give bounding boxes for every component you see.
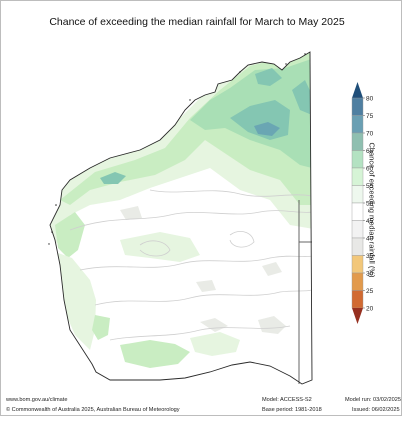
colorbar-segment [351,150,364,169]
colorbar-top-cap [352,82,363,98]
colorbar-segment [351,220,364,239]
colorbar-tick-label: 50 [366,200,374,207]
colorbar-segment [351,115,364,134]
band-45-50-d [262,262,282,276]
colorbar-title: Chance of exceeding median rainfall (%) [367,142,377,278]
colorbar-tick-label: 65 [366,148,374,155]
state-borders [298,200,312,384]
islands [48,53,306,245]
footer-model-run: Model run: 03/02/2025 [345,397,401,403]
colorbar-segment [351,237,364,256]
colorbar-tick-label: 30 [366,270,374,277]
colorbar-tick-label: 75 [366,113,374,120]
colorbar-tick-label: 80 [366,95,374,102]
band-45-50-b [258,316,286,334]
footer-base-period: Base period: 1981-2018 [262,407,322,413]
band-60-65-south [120,340,190,368]
band-60-65-southwest [92,315,110,340]
band-75-80 [254,122,280,136]
colorbar-segment [351,202,364,221]
colorbar-segment [351,185,364,204]
colorbar-segment [351,167,364,186]
band-45-50-e [120,206,142,220]
colorbar-segment [351,255,364,274]
colorbar-bottom-cap [352,308,363,324]
map-title: Chance of exceeding the median rainfall … [49,16,345,28]
band-45-50-a [200,318,228,332]
colorbar-tick-label: 60 [366,165,374,172]
footer-url: www.bom.gov.au/climate [6,397,68,403]
colorbar-segment [351,97,364,116]
band-70-75-west [100,172,126,184]
band-70-75-b [255,68,282,86]
footer-model: Model: ACCESS-S2 [262,397,312,403]
colorbar-tick-label: 70 [366,130,374,137]
colorbar-tick-label: 55 [366,183,374,190]
colorbar-tick-label: 40 [366,235,374,242]
footer-issued: Issued: 06/02/2025 [352,407,400,413]
footer-copyright: © Commonwealth of Australia 2025, Austra… [6,407,180,413]
colorbar-tick-label: 20 [366,305,374,312]
colorbar-tick-label: 25 [366,288,374,295]
figure-frame [0,0,402,416]
colorbar-segment [351,272,364,291]
colorbar-segment [351,132,364,151]
colorbar-tick-label: 35 [366,253,374,260]
band-55-60-mid [120,232,200,262]
band-70-75-c [292,80,312,115]
colorbar: 80 75 70 65 60 55 50 45 40 35 30 25 20 [348,82,388,341]
band-60-65-west [55,212,85,258]
band-55-60-south [190,332,240,356]
contour-lines [69,189,312,341]
colorbar-tick-label: 45 [366,218,374,225]
colorbar-segment [351,290,364,309]
band-45-50-c [196,280,216,292]
rainfall-shading [50,52,312,368]
